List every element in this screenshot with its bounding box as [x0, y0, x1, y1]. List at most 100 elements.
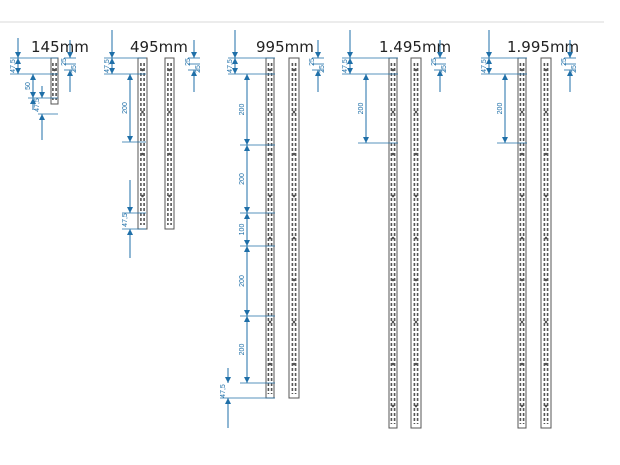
- dim-495-detail-label-2: 25: [195, 65, 202, 73]
- rail-1495-a-screw-hole: [391, 278, 395, 282]
- rail-1995-a-screw-hole: [520, 68, 524, 72]
- dim-1995-detail-label-2: 25: [571, 65, 578, 73]
- dim-995-d: 100: [239, 213, 250, 246]
- rail-995-b-screw-hole: [292, 236, 296, 240]
- rail-1495-a-screw-hole: [391, 152, 395, 156]
- rail-1495-a-screw-hole: [391, 362, 395, 366]
- rail-1495-a-screw-hole: [391, 68, 395, 72]
- dim-495-detail-label-1: 25: [185, 58, 192, 66]
- dim-995-b: 200: [239, 74, 250, 145]
- rail-1995-a: [517, 57, 527, 429]
- dim-995-f-label: 200: [239, 344, 246, 356]
- rail-1995-a-screw-hole: [520, 110, 524, 114]
- rail-1495-a-screw-hole: [391, 404, 395, 408]
- dim-1495-b-label: 200: [358, 103, 365, 115]
- rail-145: [50, 57, 59, 105]
- rail-495-a-screw-hole: [141, 194, 144, 198]
- rail-1495-b-screw-hole: [414, 320, 418, 324]
- dim-1495-detail-label-1: 25: [431, 58, 438, 66]
- dim-1495-b: 200: [358, 74, 369, 143]
- rail-1995-b: [540, 57, 552, 429]
- rail-495-a-screw-hole: [141, 68, 144, 72]
- rail-1995-b-screw-hole: [544, 194, 548, 198]
- dim-995-a: 47,5: [227, 58, 238, 74]
- dim-145-b-label: 50: [25, 82, 32, 90]
- dim-995-e-label: 200: [239, 275, 246, 287]
- rail-495-a-screw-hole: [141, 110, 144, 114]
- rail-995-b-screw-hole: [292, 194, 296, 198]
- rail-995-b-screw-hole: [292, 320, 296, 324]
- column-title-995: 995mm: [256, 38, 314, 56]
- rail-1495-a-screw-hole: [391, 194, 395, 198]
- rail-995-b-screw-hole: [292, 110, 296, 114]
- rail-1995-b-screw-hole: [544, 236, 548, 240]
- rail-1495-b-screw-hole: [414, 152, 418, 156]
- dim-145-a-label: 47,5: [10, 59, 17, 73]
- dim-995-e: 200: [239, 246, 250, 316]
- dim-1995-detail-label-1: 25: [561, 58, 568, 66]
- dim-495-b: 200: [122, 74, 133, 142]
- rail-995-a-screw-hole: [268, 68, 272, 72]
- rail-1495-a: [388, 57, 398, 429]
- column-title-495: 495mm: [130, 38, 188, 56]
- rail-495-b-screw-hole: [168, 152, 171, 156]
- column-title-1995: 1.995mm: [507, 38, 579, 56]
- rail-495-b: [164, 57, 175, 230]
- dim-145-b: 50: [25, 74, 36, 98]
- rail-995-b-screw-hole: [292, 152, 296, 156]
- rail-1995-b-screw-hole: [544, 362, 548, 366]
- rails-layer: [50, 57, 552, 429]
- rail-1495-b-screw-hole: [414, 194, 418, 198]
- rail-1995-b-screw-hole: [544, 68, 548, 72]
- dim-1995-b: 200: [497, 74, 508, 143]
- dim-1495-a-label: 47,5: [342, 59, 349, 73]
- dim-145-a: 47,5: [10, 58, 21, 74]
- rail-1995-a-screw-hole: [520, 362, 524, 366]
- rail-1495-b-screw-hole: [414, 236, 418, 240]
- rail-495-b-screw-hole: [168, 68, 171, 72]
- rail-145-screw-hole: [53, 68, 56, 72]
- dim-1495-detail-label-2: 25: [441, 65, 448, 73]
- rail-995-a-screw-hole: [268, 320, 272, 324]
- dim-145-c-label: 47,5: [34, 98, 41, 112]
- rail-1495-b-screw-hole: [414, 110, 418, 114]
- dim-1495-a: 47,5: [342, 58, 353, 74]
- dim-995-a-label: 47,5: [227, 59, 234, 73]
- rail-1495-b-screw-hole: [414, 278, 418, 282]
- rail-1995-a-screw-hole: [520, 194, 524, 198]
- dim-995-detail-label-2: 25: [319, 65, 326, 73]
- rail-1995-a-screw-hole: [520, 404, 524, 408]
- rail-995-a: [265, 57, 275, 399]
- rail-1995-b-screw-hole: [544, 152, 548, 156]
- dim-495-a: 47,5: [104, 58, 115, 74]
- rail-1495-b-screw-hole: [414, 68, 418, 72]
- rail-1495-a-screw-hole: [391, 320, 395, 324]
- dim-495-c-label: 47,5: [122, 213, 129, 227]
- rail-495-b-screw-hole: [168, 110, 171, 114]
- rail-1995-b-screw-hole: [544, 278, 548, 282]
- rail-1995-a-screw-hole: [520, 278, 524, 282]
- rail-995-a-screw-hole: [268, 194, 272, 198]
- dim-145-detail-label-1: 25: [61, 58, 68, 66]
- rail-995-b-screw-hole: [292, 278, 296, 282]
- rail-995-b-screw-hole: [292, 362, 296, 366]
- column-title-145: 145mm: [31, 38, 89, 56]
- rail-1995-b-screw-hole: [544, 110, 548, 114]
- rail-1495-b: [410, 57, 422, 429]
- dim-995-detail-label-1: 25: [309, 58, 316, 66]
- dim-145-detail-label-2: 25: [71, 65, 78, 73]
- column-title-1495: 1.495mm: [379, 38, 451, 56]
- rail-995-b-screw-hole: [292, 68, 296, 72]
- rail-995-b: [288, 57, 300, 399]
- dim-995-b-label: 200: [239, 104, 246, 116]
- rail-1995-a-screw-hole: [520, 236, 524, 240]
- rail-1495-b-screw-hole: [414, 362, 418, 366]
- dim-1995-a-label: 47,5: [481, 59, 488, 73]
- rail-995-a-screw-hole: [268, 110, 272, 114]
- rail-495-b-screw-hole: [168, 194, 171, 198]
- rail-1995-a-screw-hole: [520, 152, 524, 156]
- rail-495-a: [137, 57, 148, 230]
